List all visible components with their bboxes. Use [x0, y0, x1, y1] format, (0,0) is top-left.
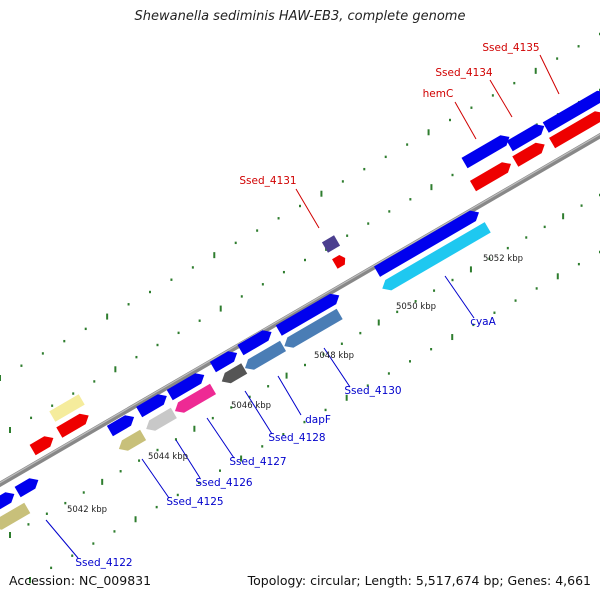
scale-label: 5044 kbp	[148, 452, 188, 462]
gene-label: Ssed_4135	[482, 42, 539, 54]
scale-label: 5048 kbp	[314, 351, 354, 361]
gene-dapF-arrow	[244, 340, 287, 370]
leader-line	[323, 347, 351, 388]
gene-blue-arrow	[209, 351, 238, 373]
gene-label: Ssed_4128	[268, 432, 325, 444]
gene-blue-arrow	[136, 394, 167, 418]
genome-backbone	[0, 132, 600, 488]
gene-blue-arrow	[14, 478, 39, 498]
gene-label: Ssed_4130	[344, 385, 401, 397]
gene-red-arrow	[469, 162, 512, 192]
leader-line	[141, 458, 170, 499]
leader-line	[489, 79, 513, 118]
gene-label: Ssed_4131	[239, 175, 296, 187]
accession-label: Accession: NC_009831	[9, 573, 152, 588]
gene-yellow-block	[49, 394, 85, 422]
gene-ssed4134-arrow	[506, 124, 545, 152]
gene-red-arrow	[512, 142, 545, 167]
gene-ssed4122-arrow	[0, 502, 31, 530]
scale-label: 5050 kbp	[396, 302, 436, 312]
gene-ssed4135-arrow	[542, 90, 600, 133]
gene-blue-arrow	[275, 293, 340, 336]
leader-line	[175, 439, 201, 479]
scale-label: 5052 kbp	[483, 254, 523, 264]
gene-ssed4126-arrow	[146, 407, 177, 431]
genome-summary: Topology: circular; Length: 5,517,674 bp…	[247, 573, 591, 588]
gene-red-arrow	[56, 413, 89, 438]
scale-label: 5042 kbp	[67, 505, 107, 515]
gene-red-arrow	[549, 111, 600, 149]
leader-line	[295, 188, 320, 229]
gene-cyaA-arrow	[382, 222, 491, 291]
gene-red-arrow	[332, 255, 346, 269]
gene-blue-arrow	[237, 330, 272, 356]
backbone-line	[0, 132, 600, 488]
leader-line	[277, 375, 302, 416]
gene-label: Ssed_4125	[166, 496, 223, 508]
gene-label: hemC	[423, 88, 454, 100]
gene-label: Ssed_4122	[75, 557, 132, 569]
scale-labels: 5042 kbp 5044 kbp 5046 kbp 5048 kbp 5050 kbp…	[67, 254, 523, 515]
gene-ssed4131-block	[321, 235, 341, 253]
leader-line	[206, 417, 235, 459]
gene-blue-arrow	[106, 415, 135, 437]
gene-hemC-arrow	[461, 135, 510, 169]
leader-line	[444, 275, 475, 319]
gene-blue-arrow	[0, 492, 15, 512]
gene-blue-arrow	[373, 210, 479, 277]
gene-ssed4130-arrow	[284, 308, 343, 348]
leader-line	[45, 519, 79, 559]
leader-line	[454, 101, 477, 140]
gene-blue-arrow	[166, 373, 205, 401]
gene-label: cyaA	[470, 316, 496, 328]
leader-line	[244, 390, 273, 435]
gene-label: Ssed_4126	[195, 477, 253, 489]
gene-ssed4128-arrow	[221, 363, 248, 384]
backbone-highlight	[0, 133, 600, 484]
gene-label: Ssed_4127	[229, 456, 286, 468]
scale-label: 5046 kbp	[231, 401, 271, 411]
gene-red-arrow	[29, 436, 54, 456]
tick-marks	[0, 32, 600, 583]
gene-features	[0, 90, 600, 530]
gene-label: dapF	[305, 414, 331, 426]
gene-labels: Ssed_4135 Ssed_4134 hemC Ssed_4131 cyaA Ssed_…	[75, 42, 539, 569]
map-title: Shewanella sediminis HAW-EB3, complete g…	[134, 9, 466, 24]
gene-ssed4127-arrow	[174, 383, 217, 413]
gene-label: Ssed_4134	[435, 67, 493, 79]
leader-line	[539, 54, 560, 95]
gene-ssed4125-arrow	[118, 429, 147, 451]
label-leader-lines	[45, 54, 560, 559]
